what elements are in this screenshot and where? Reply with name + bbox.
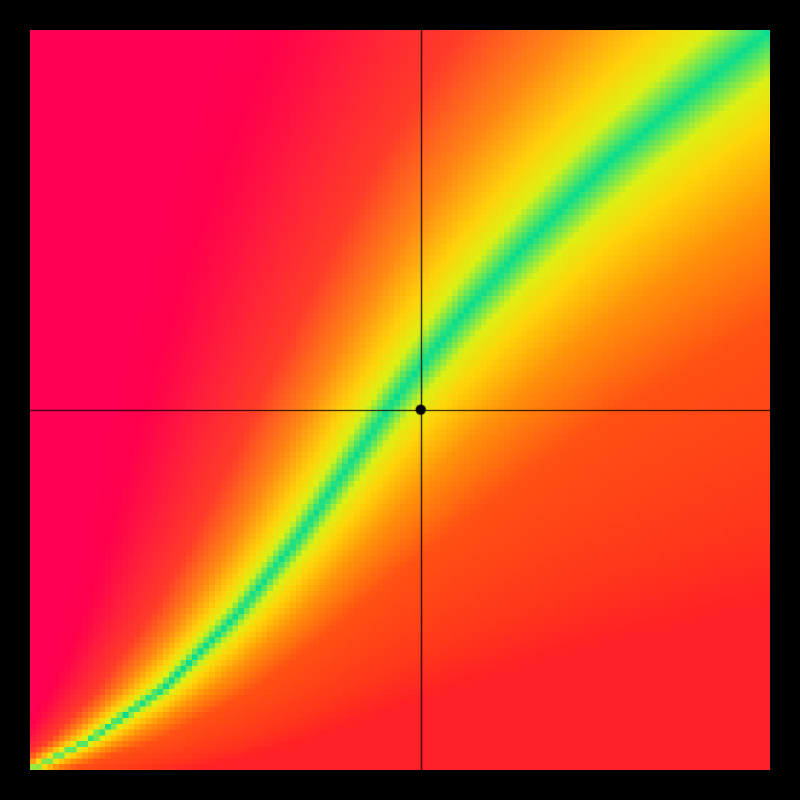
watermark-text: TheBottleneck.com (562, 6, 768, 32)
crosshair-overlay (30, 30, 770, 770)
chart-frame: TheBottleneck.com (0, 0, 800, 800)
